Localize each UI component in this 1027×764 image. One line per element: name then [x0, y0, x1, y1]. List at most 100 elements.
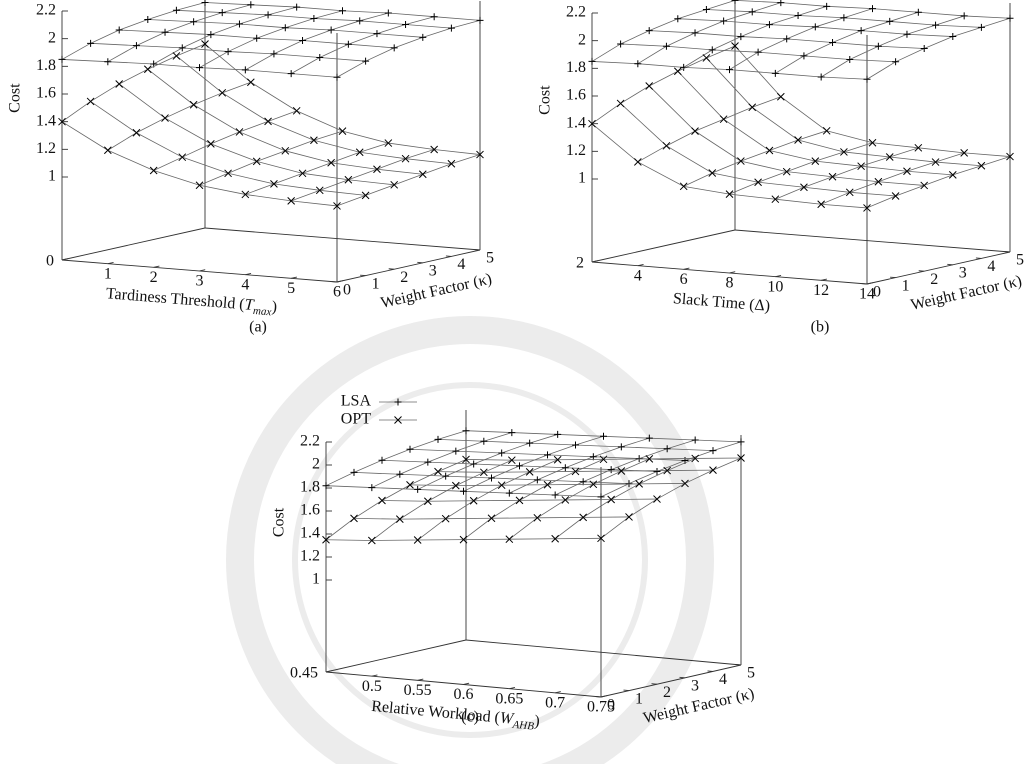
z-tick-label: 1.8: [36, 57, 56, 74]
x-axis-label-part: Relative Workload (: [371, 698, 501, 727]
data-point: [777, 0, 784, 6]
data-point: [236, 21, 243, 28]
data-point: [373, 30, 380, 37]
x-tick: [821, 279, 827, 280]
data-point: [202, 0, 209, 6]
data-point: [288, 70, 295, 77]
data-point: [144, 66, 151, 73]
data-point: [424, 459, 431, 466]
mesh-line: [154, 111, 297, 171]
x-tick: [108, 262, 114, 263]
data-point: [463, 427, 470, 434]
y-tick-label: 0: [873, 284, 881, 301]
y-tick-label: 2: [400, 269, 408, 286]
data-point: [207, 140, 214, 147]
figure: 11.21.41.61.822.20123456012345CostTardin…: [0, 0, 1027, 764]
x-tick: [200, 270, 206, 271]
y-tick-label: 5: [486, 250, 494, 267]
x-tick-label: 12: [813, 282, 829, 299]
mesh-line: [730, 143, 873, 194]
z-tick-label: 2: [578, 31, 586, 48]
data-point: [402, 21, 409, 28]
data-point: [385, 10, 392, 17]
x-axis-label-part: AHB: [511, 718, 535, 732]
x-tick: [326, 671, 332, 672]
data-point: [864, 76, 871, 83]
data-point: [339, 128, 346, 135]
data-point: [562, 464, 569, 471]
y-tick: [596, 697, 602, 698]
data-point: [270, 50, 277, 57]
x-tick-label: 0.55: [404, 682, 432, 699]
data-point: [738, 438, 745, 445]
z-tick-label: 2.2: [36, 2, 56, 19]
x-tick: [418, 679, 424, 680]
data-point: [368, 484, 375, 491]
data-point: [150, 167, 157, 174]
data-point: [766, 147, 773, 154]
data-point: [242, 66, 249, 73]
data-point: [800, 52, 807, 59]
legend-label: OPT: [341, 411, 371, 428]
y-tick-label: 2: [930, 271, 938, 288]
data-point: [544, 451, 551, 458]
data-point: [247, 79, 254, 86]
data-point: [646, 27, 653, 34]
data-point: [488, 475, 495, 482]
data-point: [608, 466, 615, 473]
data-point: [508, 429, 515, 436]
data-point: [328, 26, 335, 33]
data-point: [179, 44, 186, 51]
caption: (b): [811, 319, 830, 336]
z-axis-label: Cost: [537, 85, 554, 115]
data-point: [362, 58, 369, 65]
mesh-line: [148, 69, 423, 174]
mesh-line: [176, 56, 451, 164]
x-axis-label-part: Tardiness Threshold (: [105, 285, 245, 313]
caption: (a): [249, 319, 267, 336]
data-point: [179, 154, 186, 161]
x-tick: [509, 687, 515, 688]
y-tick-label: 1: [372, 275, 380, 292]
x-tick: [730, 272, 736, 273]
z-tick-label: 2: [48, 29, 56, 46]
mesh-line: [108, 82, 251, 150]
data-point: [391, 44, 398, 51]
z-axis-label: Cost: [271, 507, 288, 537]
data-point: [310, 15, 317, 22]
mesh-line: [464, 436, 604, 491]
data-point: [190, 101, 197, 108]
z-tick-label: 1.8: [566, 59, 586, 76]
data-point: [818, 73, 825, 80]
data-point: [293, 107, 300, 114]
data-point: [617, 40, 624, 47]
data-point: [703, 54, 710, 61]
mesh-line: [592, 46, 735, 124]
surface: [59, 41, 484, 210]
data-point: [812, 23, 819, 30]
data-point: [407, 446, 414, 453]
data-point: [886, 18, 893, 25]
data-point: [795, 12, 802, 19]
y-tick: [624, 690, 630, 691]
z-axis-label: Cost: [7, 83, 24, 113]
data-point: [840, 14, 847, 21]
x-tick-label: 8: [726, 275, 734, 292]
data-point: [431, 13, 438, 20]
surface: [589, 0, 1014, 83]
data-point: [225, 170, 232, 177]
data-point: [680, 183, 687, 190]
data-point: [173, 52, 180, 59]
data-point: [949, 33, 956, 40]
data-point: [133, 129, 140, 136]
x-axis-label-part: max: [253, 304, 272, 317]
y-tick: [680, 677, 686, 678]
data-point: [59, 56, 66, 63]
data-point: [253, 158, 260, 165]
data-point: [737, 33, 744, 40]
data-point: [516, 462, 523, 469]
data-point: [435, 436, 442, 443]
y-tick: [708, 671, 714, 672]
data-point: [339, 7, 346, 14]
z-tick-label: 2.2: [300, 433, 320, 450]
